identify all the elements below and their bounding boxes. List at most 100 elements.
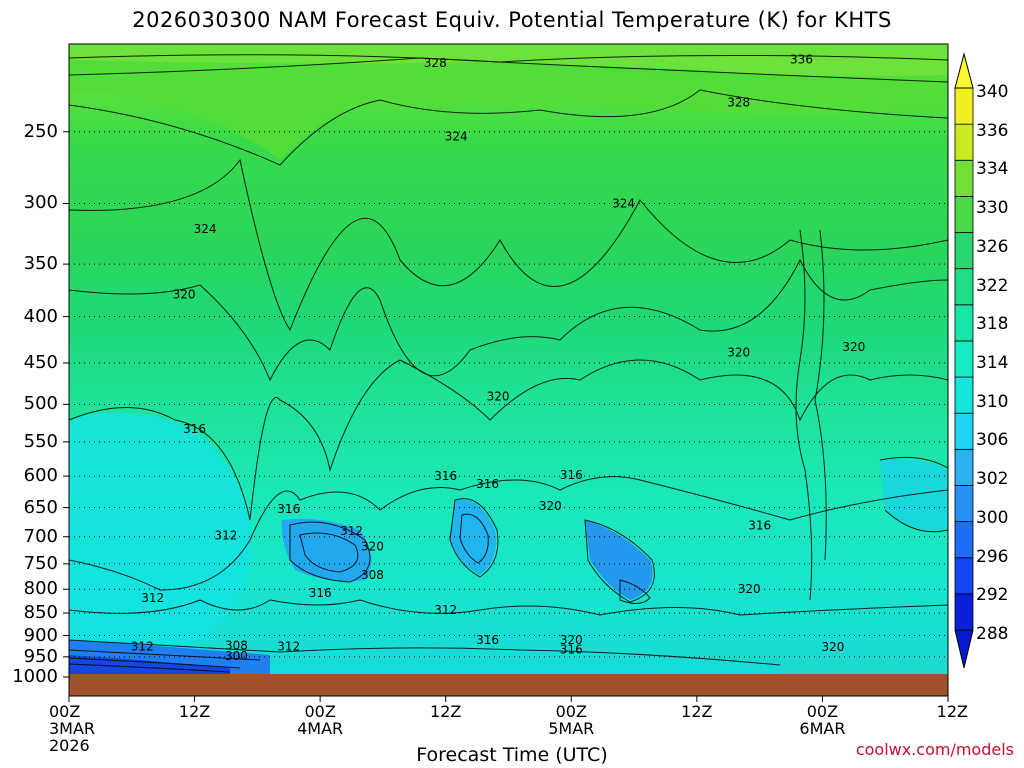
colorbar-min-arrow bbox=[954, 629, 974, 669]
field-patch-low-band bbox=[270, 645, 780, 674]
colorbar-label: 310 bbox=[976, 391, 1009, 412]
contour-label: 312 bbox=[434, 603, 457, 617]
x-tick-label: 00Z 5MAR bbox=[541, 703, 601, 737]
field-patch-upper-green bbox=[69, 60, 948, 160]
field-patch-cold-left bbox=[69, 412, 252, 645]
contour-label: 312 bbox=[141, 591, 164, 605]
contour-label: 312 bbox=[340, 524, 363, 538]
contour-label: 312 bbox=[277, 639, 300, 653]
contour-label: 316 bbox=[183, 422, 206, 436]
contour-label: 324 bbox=[612, 196, 635, 210]
contour-label: 320 bbox=[821, 640, 844, 654]
colorbar-segment bbox=[954, 304, 974, 342]
x-tick-label: 12Z bbox=[165, 703, 225, 720]
y-tick-label: 450 bbox=[23, 351, 58, 373]
y-tick-label: 500 bbox=[23, 393, 58, 415]
contour-label: 316 bbox=[560, 468, 583, 482]
colorbar-segment bbox=[954, 448, 974, 486]
y-tick-label: 850 bbox=[23, 602, 58, 624]
contour-label: 320 bbox=[361, 540, 384, 554]
contour-label: 316 bbox=[309, 586, 332, 600]
contour-label: 316 bbox=[476, 633, 499, 647]
contour-label: 316 bbox=[476, 477, 499, 491]
y-tick-label: 250 bbox=[23, 120, 58, 142]
colorbar-label: 326 bbox=[976, 236, 1009, 257]
contour-label: 320 bbox=[727, 345, 750, 359]
colorbar-label: 334 bbox=[976, 159, 1009, 180]
contour-label: 308 bbox=[361, 568, 384, 582]
x-tick-label-line: 12Z bbox=[178, 702, 211, 721]
chart-title: 2026030300 NAM Forecast Equiv. Potential… bbox=[132, 8, 892, 32]
x-tick-label: 12Z bbox=[908, 703, 968, 720]
colorbar-label: 340 bbox=[976, 82, 1009, 102]
colorbar-segment bbox=[954, 195, 974, 233]
y-tick-label: 550 bbox=[23, 430, 58, 452]
contour-label: 324 bbox=[445, 129, 468, 143]
contour-label: 320 bbox=[738, 582, 761, 596]
colorbar-segment bbox=[954, 412, 974, 450]
colorbar-segment bbox=[954, 376, 974, 414]
y-tick-label: 950 bbox=[23, 645, 58, 667]
contour-label: 320 bbox=[173, 287, 196, 301]
contour-label: 316 bbox=[434, 469, 457, 483]
contour-label: 316 bbox=[560, 642, 583, 656]
colorbar-segment bbox=[954, 485, 974, 523]
contour-lines bbox=[68, 54, 949, 673]
colorbar-label: 296 bbox=[976, 546, 1009, 567]
colorbar-segment bbox=[954, 159, 974, 197]
contour-label: 312 bbox=[215, 529, 238, 543]
colorbar-label: 306 bbox=[976, 430, 1009, 451]
colorbar-segment bbox=[954, 521, 974, 559]
x-tick-label: 12Z bbox=[667, 703, 727, 720]
y-tick-label: 800 bbox=[23, 578, 58, 600]
colorbar-segment bbox=[954, 87, 974, 125]
plot-border bbox=[68, 43, 949, 697]
contour-label: 320 bbox=[487, 389, 510, 403]
colorbar-label: 318 bbox=[976, 314, 1009, 335]
y-tick-label: 400 bbox=[23, 305, 58, 327]
x-tick-marks bbox=[68, 696, 949, 702]
colorbar-label: 336 bbox=[976, 120, 1009, 141]
x-tick-label-line: 12Z bbox=[430, 702, 462, 721]
contour-label: 328 bbox=[424, 56, 447, 70]
x-tick-label: 00Z 3MAR 2026 bbox=[49, 703, 109, 754]
contour-label: 316 bbox=[277, 502, 300, 516]
colorbar-label: 330 bbox=[976, 198, 1009, 219]
colorbar-label: 302 bbox=[976, 469, 1009, 490]
y-tick-label: 650 bbox=[23, 496, 58, 518]
x-tick-label-line: 5MAR bbox=[548, 719, 595, 738]
y-tick-label: 300 bbox=[23, 192, 58, 214]
colorbar-label: 322 bbox=[976, 275, 1009, 296]
pressure-gridlines bbox=[63, 131, 948, 678]
colorbar-label: 288 bbox=[976, 624, 1009, 644]
colorbar-segment bbox=[954, 557, 974, 595]
x-tick-label: 00Z 4MAR bbox=[290, 703, 350, 737]
contour-label: 308 bbox=[225, 638, 248, 652]
x-tick-label-line: 00Z bbox=[806, 702, 839, 721]
x-axis-title: Forecast Time (UTC) bbox=[416, 744, 608, 766]
credit-link[interactable]: coolwx.com/models bbox=[855, 740, 1014, 759]
colorbar-max-arrow bbox=[954, 52, 974, 89]
x-tick-label-line: 00Z bbox=[555, 702, 587, 721]
colorbar-segment bbox=[954, 123, 974, 161]
colorbar-label: 300 bbox=[976, 507, 1009, 528]
x-tick-label: 00Z 6MAR bbox=[792, 703, 852, 737]
x-tick-label-line: 12Z bbox=[936, 702, 968, 721]
field-patch-upper-warm bbox=[69, 44, 948, 77]
x-tick-label-line: 00Z bbox=[49, 702, 81, 721]
colorbar-segment bbox=[954, 268, 974, 306]
contour-label: 312 bbox=[131, 639, 154, 653]
y-tick-label: 600 bbox=[23, 465, 58, 487]
colorbar-segment bbox=[954, 593, 974, 631]
x-tick-label-line: 00Z bbox=[304, 702, 336, 721]
contour-label: 324 bbox=[194, 222, 217, 236]
x-tick-label-line: 4MAR bbox=[297, 719, 344, 738]
x-tick-label-line: 6MAR bbox=[799, 719, 846, 738]
contour-label: 320 bbox=[842, 340, 865, 354]
x-tick-label-line: 2026 bbox=[49, 736, 90, 755]
y-tick-label: 350 bbox=[23, 253, 58, 275]
y-tick-label: 1000 bbox=[12, 666, 58, 687]
contour-label: 328 bbox=[727, 95, 750, 109]
